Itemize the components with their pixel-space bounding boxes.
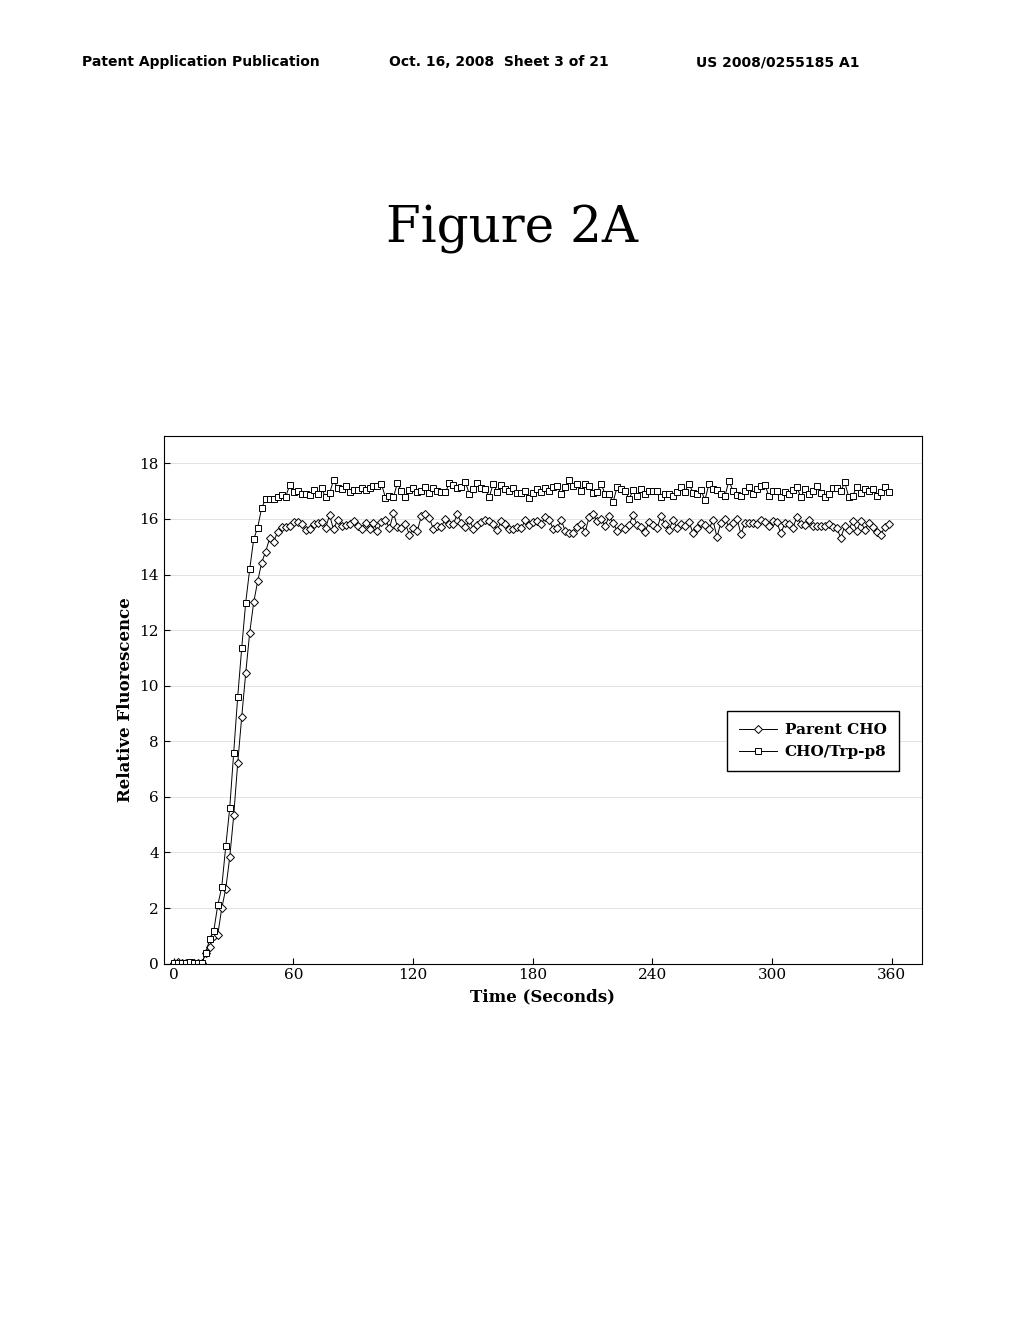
- Line: Parent CHO: Parent CHO: [171, 510, 892, 966]
- Parent CHO: [866, 519, 879, 535]
- Text: Figure 2A: Figure 2A: [386, 205, 638, 253]
- Parent CHO: [319, 520, 332, 536]
- CHO/Trp-p8: [443, 475, 456, 491]
- CHO/Trp-p8: [315, 480, 328, 496]
- Legend: Parent CHO, CHO/Trp-p8: Parent CHO, CHO/Trp-p8: [727, 711, 899, 771]
- Parent CHO: [883, 516, 895, 532]
- CHO/Trp-p8: [883, 484, 895, 500]
- Parent CHO: [176, 956, 188, 972]
- Parent CHO: [183, 954, 196, 970]
- Parent CHO: [387, 506, 399, 521]
- Text: US 2008/0255185 A1: US 2008/0255185 A1: [696, 55, 860, 70]
- CHO/Trp-p8: [807, 483, 819, 499]
- Y-axis label: Relative Fluorescence: Relative Fluorescence: [117, 597, 134, 803]
- Parent CHO: [168, 954, 180, 970]
- CHO/Trp-p8: [328, 473, 340, 488]
- CHO/Trp-p8: [862, 483, 874, 499]
- Parent CHO: [256, 554, 268, 570]
- Parent CHO: [447, 516, 460, 532]
- Text: Patent Application Publication: Patent Application Publication: [82, 55, 319, 70]
- CHO/Trp-p8: [179, 954, 191, 970]
- Parent CHO: [811, 517, 823, 533]
- X-axis label: Time (Seconds): Time (Seconds): [470, 987, 615, 1005]
- Line: CHO/Trp-p8: CHO/Trp-p8: [171, 477, 892, 966]
- Text: Oct. 16, 2008  Sheet 3 of 21: Oct. 16, 2008 Sheet 3 of 21: [389, 55, 609, 70]
- CHO/Trp-p8: [168, 956, 180, 972]
- CHO/Trp-p8: [252, 520, 264, 536]
